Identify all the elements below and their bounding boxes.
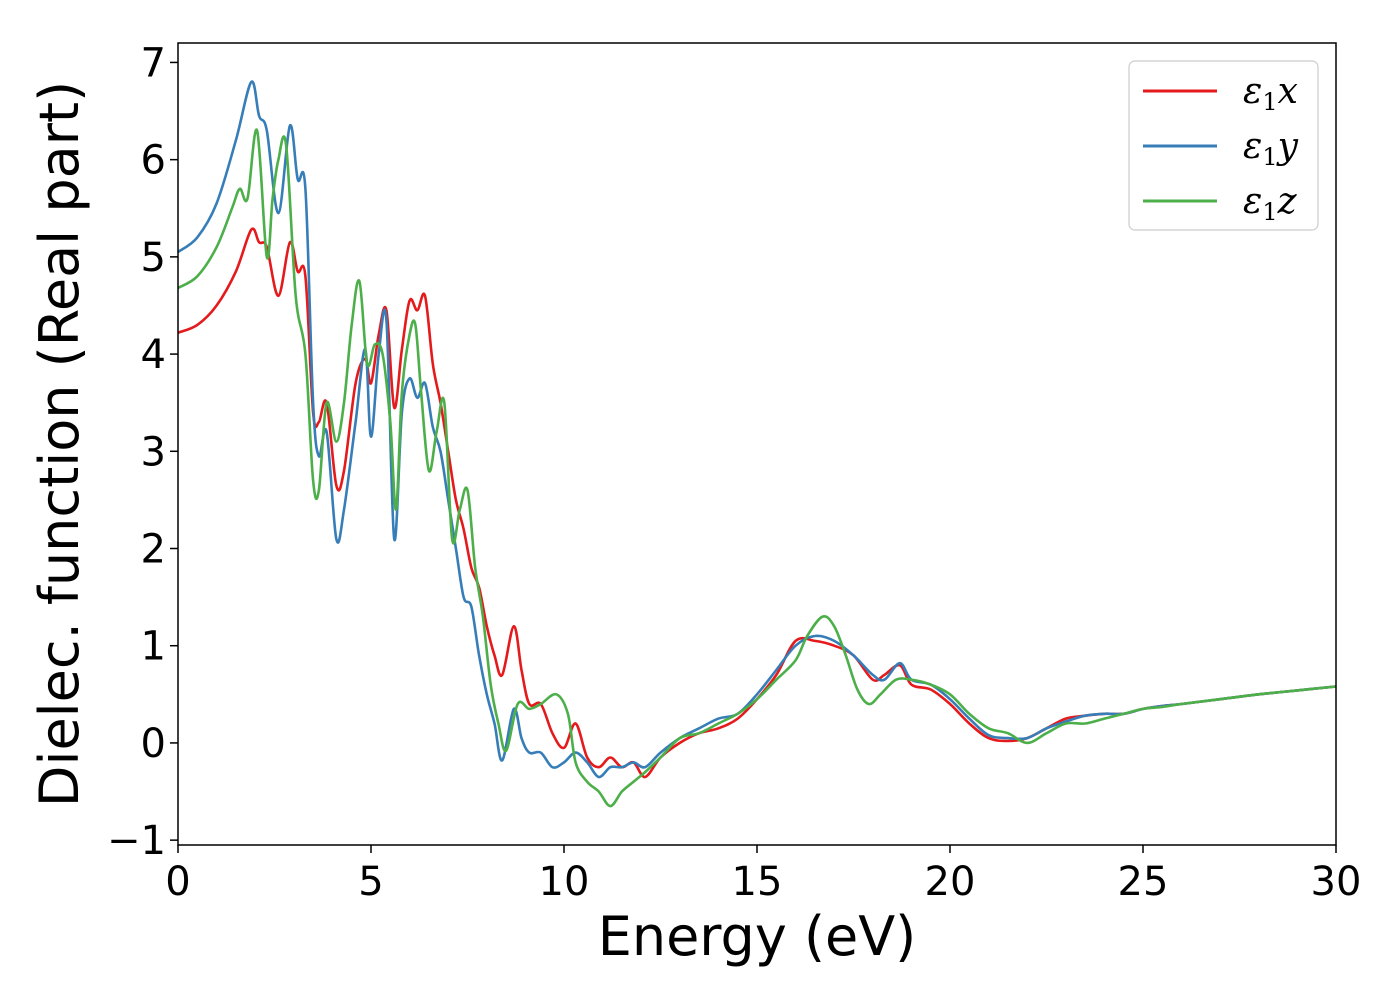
x-tick-label: 10 bbox=[539, 859, 590, 905]
x-tick-label: 15 bbox=[732, 859, 783, 905]
legend-box bbox=[1128, 60, 1319, 231]
y-tick-label: 1 bbox=[141, 624, 166, 670]
x-tick-label: 20 bbox=[925, 859, 976, 905]
y-tick-label: 6 bbox=[141, 138, 166, 184]
x-axis-label: Energy (eV) bbox=[598, 905, 917, 968]
y-tick-label: 5 bbox=[141, 235, 166, 281]
x-tick-label: 25 bbox=[1118, 859, 1169, 905]
legend-label-z: ε1z bbox=[1243, 181, 1298, 226]
y-tick-label: −1 bbox=[107, 818, 166, 864]
series-layer bbox=[177, 80, 1337, 808]
x-tick-label: 0 bbox=[165, 859, 190, 905]
y-axis-label: Dielec. function (Real part) bbox=[28, 81, 91, 807]
legend: ε1x ε1y ε1z bbox=[1128, 60, 1319, 231]
series-line-x bbox=[177, 227, 1337, 779]
y-tick-label: 4 bbox=[141, 332, 166, 378]
y-tick-label: 0 bbox=[141, 721, 166, 767]
legend-label-x: ε1x bbox=[1243, 71, 1298, 116]
y-tick-label: 3 bbox=[141, 429, 166, 475]
x-tick-label: 5 bbox=[358, 859, 383, 905]
y-tick-label: 2 bbox=[141, 527, 166, 573]
y-tick-label: 7 bbox=[141, 40, 166, 86]
series-line-z bbox=[177, 128, 1337, 808]
legend-label-y: ε1y bbox=[1243, 126, 1299, 171]
x-tick-label: 30 bbox=[1311, 859, 1362, 905]
